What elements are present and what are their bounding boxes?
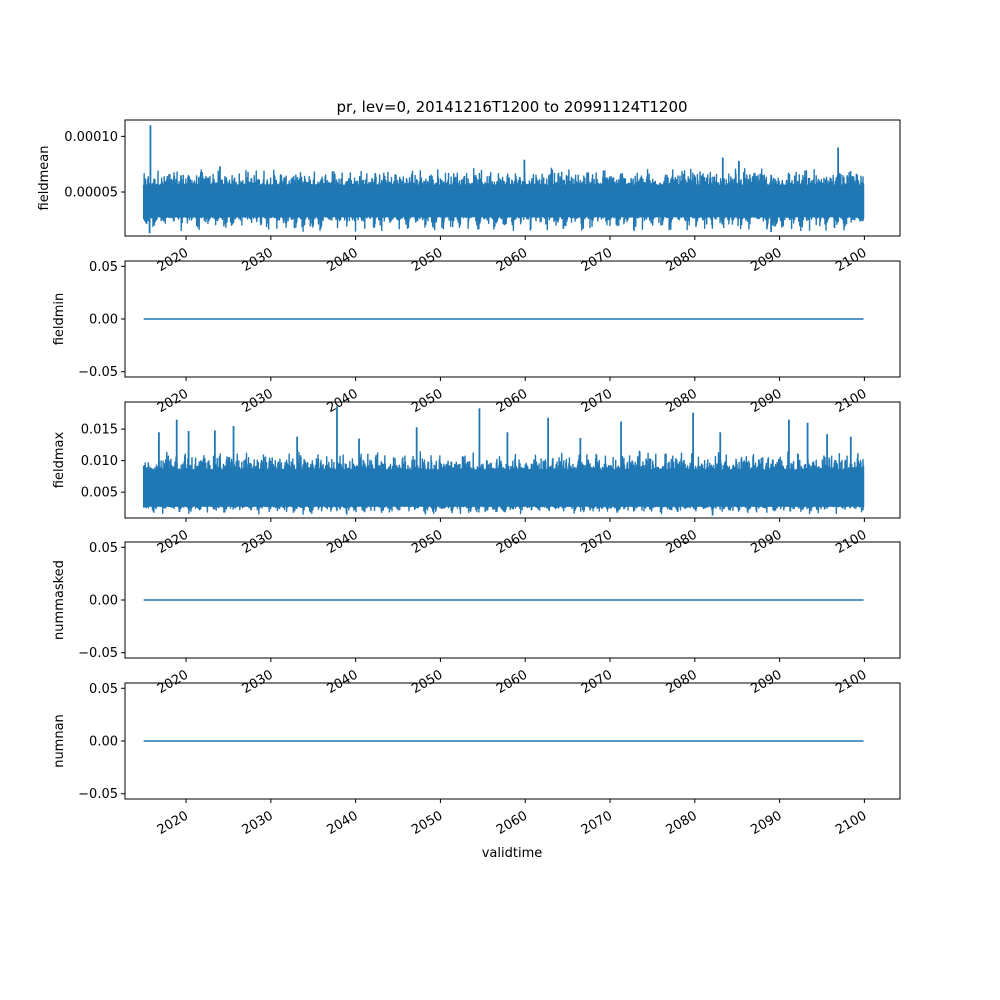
series-trace-fieldmean bbox=[142, 167, 865, 232]
y-tick-label-fieldmax-2: 0.015 bbox=[81, 423, 118, 438]
axes-frame-fieldmean bbox=[124, 119, 901, 237]
x-axis-label: validtime bbox=[482, 846, 543, 861]
plot-area-fieldmean bbox=[142, 125, 865, 234]
y-axis-label-numnan: numnan bbox=[52, 714, 67, 768]
y-tick-label-fieldmin-0: −0.05 bbox=[78, 365, 118, 380]
y-tick-label-fieldmean-1: 0.00010 bbox=[64, 130, 118, 145]
plot-area-fieldmax bbox=[142, 406, 865, 516]
y-tick-label-fieldmin-1: 0.00 bbox=[89, 313, 118, 328]
y-tick-label-numnan-1: 0.00 bbox=[89, 735, 118, 750]
y-tick-label-fieldmin-2: 0.05 bbox=[89, 260, 118, 275]
y-axis-label-fieldmin: fieldmin bbox=[52, 293, 67, 346]
y-tick-label-nummasked-0: −0.05 bbox=[78, 646, 118, 661]
y-tick-label-numnan-2: 0.05 bbox=[89, 682, 118, 697]
series-trace-fieldmax bbox=[142, 450, 865, 515]
axes-frame-fieldmax bbox=[124, 401, 901, 519]
y-tick-label-fieldmax-0: 0.005 bbox=[81, 486, 118, 501]
figure-title: pr, lev=0, 20141216T1200 to 20991124T120… bbox=[336, 98, 687, 116]
y-tick-label-nummasked-1: 0.00 bbox=[89, 594, 118, 609]
y-tick-label-fieldmean-0: 0.00005 bbox=[64, 186, 118, 201]
y-axis-label-fieldmean: fieldmean bbox=[37, 146, 52, 211]
y-tick-label-numnan-0: −0.05 bbox=[78, 787, 118, 802]
y-axis-label-fieldmax: fieldmax bbox=[52, 432, 67, 489]
y-tick-label-fieldmax-1: 0.010 bbox=[81, 454, 118, 469]
y-tick-label-nummasked-2: 0.05 bbox=[89, 541, 118, 556]
y-axis-label-nummasked: nummasked bbox=[52, 560, 67, 640]
